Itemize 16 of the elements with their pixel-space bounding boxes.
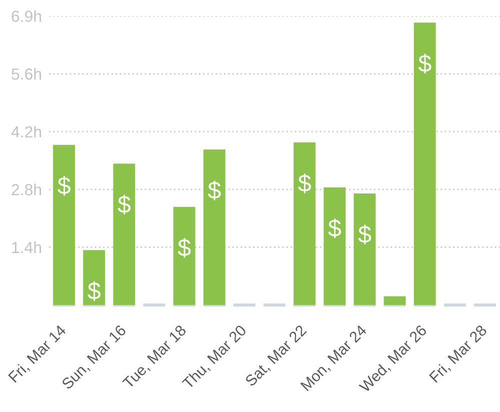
bar: [384, 296, 406, 305]
y-tick-label: 6.9h: [12, 10, 42, 22]
bar: [113, 164, 136, 305]
bar: [414, 22, 436, 305]
y-tick-label: 2.8h: [12, 184, 42, 196]
y-tick-label: 1.4h: [12, 241, 42, 253]
bar: [324, 187, 346, 305]
bar: [53, 144, 76, 305]
bar: [354, 194, 376, 305]
x-tick-label: Fri, Mar 28: [428, 324, 489, 384]
bar: [294, 142, 316, 305]
bar: [173, 206, 196, 305]
bar: [203, 149, 226, 305]
y-tick-label: 4.2h: [11, 126, 42, 138]
bar: [83, 250, 106, 305]
y-tick-label: 5.6h: [12, 68, 42, 80]
